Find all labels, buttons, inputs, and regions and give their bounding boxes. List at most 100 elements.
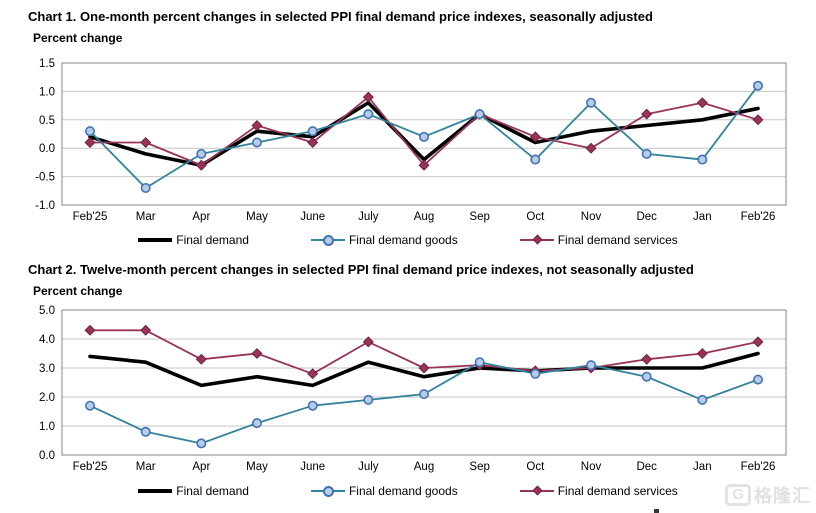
gelonghui-logo-icon: G <box>725 484 751 506</box>
x-tick-label: Dec <box>636 211 657 223</box>
services-marker <box>362 91 374 103</box>
goods-marker <box>363 394 374 405</box>
services-marker <box>696 347 708 360</box>
goods-marker <box>474 109 485 120</box>
x-tick-label: Apr <box>192 211 210 223</box>
series-line-final-demand <box>88 351 760 388</box>
goods-marker <box>85 126 96 137</box>
chart2-y-axis-caption: Percent change <box>33 284 123 298</box>
plot-frame <box>61 309 787 456</box>
chart2-title: Chart 2. Twelve-month percent changes in… <box>28 262 694 277</box>
chart1-y-axis-caption: Percent change <box>33 31 123 45</box>
x-tick-label: June <box>300 211 325 223</box>
x-tick-label: Aug <box>414 211 434 223</box>
x-tick-label: Oct <box>526 461 545 473</box>
x-tick-label: Mar <box>136 211 156 223</box>
goods-marker <box>307 400 318 411</box>
legend-goods-icon <box>310 486 345 497</box>
y-tick-label: -0.5 <box>35 172 55 184</box>
plot-frame <box>61 62 787 206</box>
goods-marker <box>140 426 151 437</box>
x-tick-label: May <box>246 211 268 223</box>
services-marker <box>641 353 653 365</box>
x-tick-label: Sep <box>469 461 489 473</box>
services-marker <box>140 137 152 149</box>
x-tick-label: Jan <box>693 211 712 223</box>
services-marker <box>641 108 653 120</box>
goods-marker <box>752 80 763 91</box>
chart2-legend: Final demand Final demand goods Final dema… <box>0 484 816 498</box>
chart1-legend: Final demand Final demand goods Final dema… <box>0 233 816 247</box>
goods-marker <box>418 389 429 400</box>
x-tick-label: Nov <box>581 211 602 223</box>
goods-marker <box>697 154 708 165</box>
goods-marker <box>530 368 541 379</box>
y-tick-label: 1.5 <box>39 58 55 70</box>
services-marker <box>84 324 96 336</box>
x-tick-label: July <box>358 461 379 473</box>
legend-label: Final demand goods <box>348 484 458 498</box>
services-marker <box>696 97 708 109</box>
services-marker <box>752 114 764 126</box>
goods-marker <box>474 357 485 368</box>
goods-marker <box>196 148 207 159</box>
y-tick-label: 0.0 <box>39 450 55 462</box>
legend-item-services: Final demand services <box>519 233 678 247</box>
legend-services-icon <box>519 234 554 245</box>
chart1-plot-area: 1.5 1.0 0.5 0.0 -0.5 -1.0 Feb'25 Mar Apr May June J… <box>35 58 787 223</box>
goods-marker <box>697 394 708 405</box>
services-marker <box>418 159 430 171</box>
services-marker <box>362 336 374 348</box>
x-tick-label: Jan <box>693 461 712 473</box>
goods-marker <box>585 360 596 371</box>
services-marker <box>307 368 319 380</box>
goods-marker <box>252 137 263 148</box>
legend-item-services: Final demand services <box>519 484 678 498</box>
legend-item-final-demand: Final demand <box>138 233 249 247</box>
services-marker <box>529 131 541 143</box>
legend-item-final-demand: Final demand <box>138 484 249 498</box>
legend-item-goods: Final demand goods <box>310 233 458 247</box>
legend-label: Final demand <box>176 484 249 498</box>
services-marker <box>195 353 207 365</box>
goods-marker <box>363 109 374 120</box>
services-marker <box>251 347 263 360</box>
goods-marker <box>140 182 151 193</box>
legend-services-icon <box>519 485 554 496</box>
x-tick-label: Feb'26 <box>741 461 776 473</box>
chart1-title: Chart 1. One-month percent changes in se… <box>28 9 653 24</box>
services-marker <box>251 119 263 131</box>
y-tick-label: 1.0 <box>39 86 55 98</box>
y-tick-label: 0.5 <box>39 115 55 127</box>
x-tick-label: Mar <box>136 461 156 473</box>
x-tick-label: June <box>300 461 325 473</box>
y-tick-label: 5.0 <box>39 305 55 317</box>
services-marker <box>195 159 207 171</box>
y-tick-label: 0.0 <box>39 143 55 155</box>
legend-label: Final demand services <box>557 233 678 247</box>
legend-goods-icon <box>310 235 345 246</box>
x-tick-label: Feb'25 <box>73 211 108 223</box>
x-tick-label: Feb'25 <box>73 461 108 473</box>
legend-label: Final demand services <box>557 484 678 498</box>
goods-marker <box>530 154 541 165</box>
goods-marker <box>196 438 207 449</box>
services-marker <box>418 362 430 374</box>
services-marker <box>84 137 96 149</box>
gelonghui-brand-text: 格隆汇 <box>754 486 811 506</box>
chart2-plot-area: 5.0 4.0 3.0 2.0 1.0 0.0 Feb'25 Mar Apr May June Jul… <box>39 305 787 473</box>
legend-final-demand-icon <box>138 486 173 496</box>
x-tick-label: May <box>246 461 268 473</box>
x-tick-label: Dec <box>636 461 657 473</box>
services-marker <box>585 142 597 154</box>
legend-label: Final demand <box>176 233 249 247</box>
goods-marker <box>641 148 652 159</box>
x-tick-label: Oct <box>526 211 545 223</box>
services-marker <box>307 137 319 149</box>
y-tick-label: 1.0 <box>39 421 55 433</box>
goods-marker <box>252 418 263 429</box>
y-tick-label: -1.0 <box>35 200 55 212</box>
legend-final-demand-icon <box>138 235 173 245</box>
series-line-goods <box>89 361 759 445</box>
